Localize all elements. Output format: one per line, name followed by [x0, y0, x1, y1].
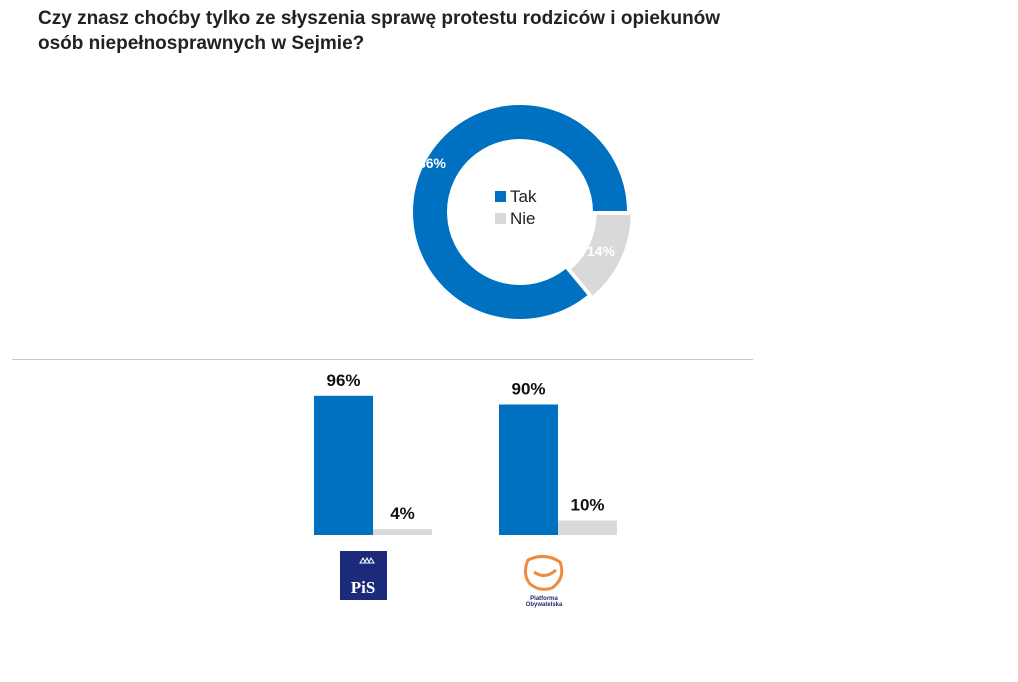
bar-label-tak-0: 96%	[326, 371, 360, 390]
legend-label-nie: Nie	[510, 209, 536, 228]
donut-slice-nie	[568, 212, 633, 299]
chart-title: Czy znasz choćby tylko ze słyszenia spra…	[38, 6, 778, 56]
bar-label-nie-0: 4%	[390, 504, 415, 523]
bar-label-tak-1: 90%	[511, 380, 545, 399]
po-logo-icon	[523, 555, 564, 591]
bar-tak-1	[499, 404, 558, 535]
donut-slice-tak	[411, 103, 630, 321]
bar-label-nie-1: 10%	[570, 496, 604, 515]
crown-icon	[359, 556, 375, 564]
bar-nie-0	[373, 529, 432, 535]
legend-swatch-tak	[495, 191, 506, 202]
title-line-1: Czy znasz choćby tylko ze słyszenia spra…	[38, 8, 721, 29]
legend-label-tak: Tak	[510, 187, 537, 206]
slice-label-nie: 14%	[587, 243, 616, 259]
pis-logo-text: PiS	[351, 578, 376, 597]
bar-nie-1	[558, 520, 617, 535]
bar-tak-0	[314, 395, 373, 535]
slice-label-tak: 86%	[418, 155, 447, 171]
po-logo-text-2: Obywatelska	[526, 602, 563, 608]
divider	[12, 359, 753, 360]
po-logo-text-1: Platforma	[530, 596, 558, 602]
legend-swatch-nie	[495, 213, 506, 224]
title-line-2: osób niepełnosprawnych w Sejmie?	[38, 33, 365, 54]
